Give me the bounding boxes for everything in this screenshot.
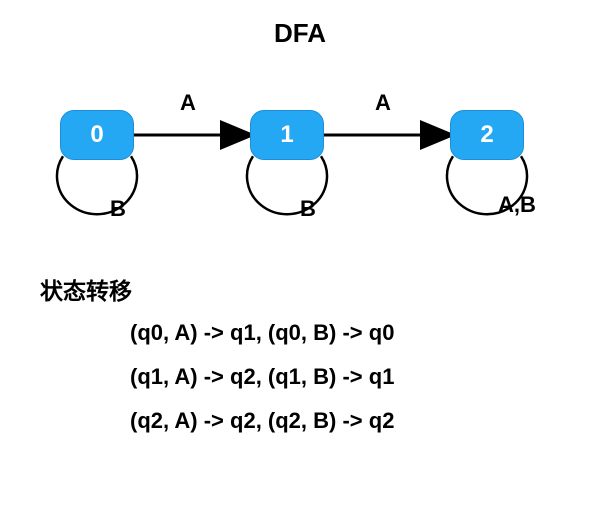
page-title: DFA — [0, 18, 600, 49]
state-node-label: 0 — [90, 121, 103, 149]
state-node-q0: 0 — [60, 110, 134, 160]
edge-label: A — [375, 90, 391, 116]
state-node-label: 1 — [280, 121, 293, 149]
edge-label: A,B — [498, 192, 536, 218]
transition-line: (q1, A) -> q2, (q1, B) -> q1 — [130, 364, 394, 390]
transition-line: (q2, A) -> q2, (q2, B) -> q2 — [130, 408, 394, 434]
transition-line: (q0, A) -> q1, (q0, B) -> q0 — [130, 320, 394, 346]
edge-label: A — [180, 90, 196, 116]
state-node-q1: 1 — [250, 110, 324, 160]
section-label-transitions: 状态转移 — [40, 272, 132, 306]
state-node-label: 2 — [480, 121, 493, 149]
edge-label: B — [110, 196, 126, 222]
edge-label: B — [300, 196, 316, 222]
dfa-page: DFA 0 1 2 A A B B A,B 状态转移 (q0, A) -> q1, (q0,… — [0, 0, 600, 510]
state-node-q2: 2 — [450, 110, 524, 160]
